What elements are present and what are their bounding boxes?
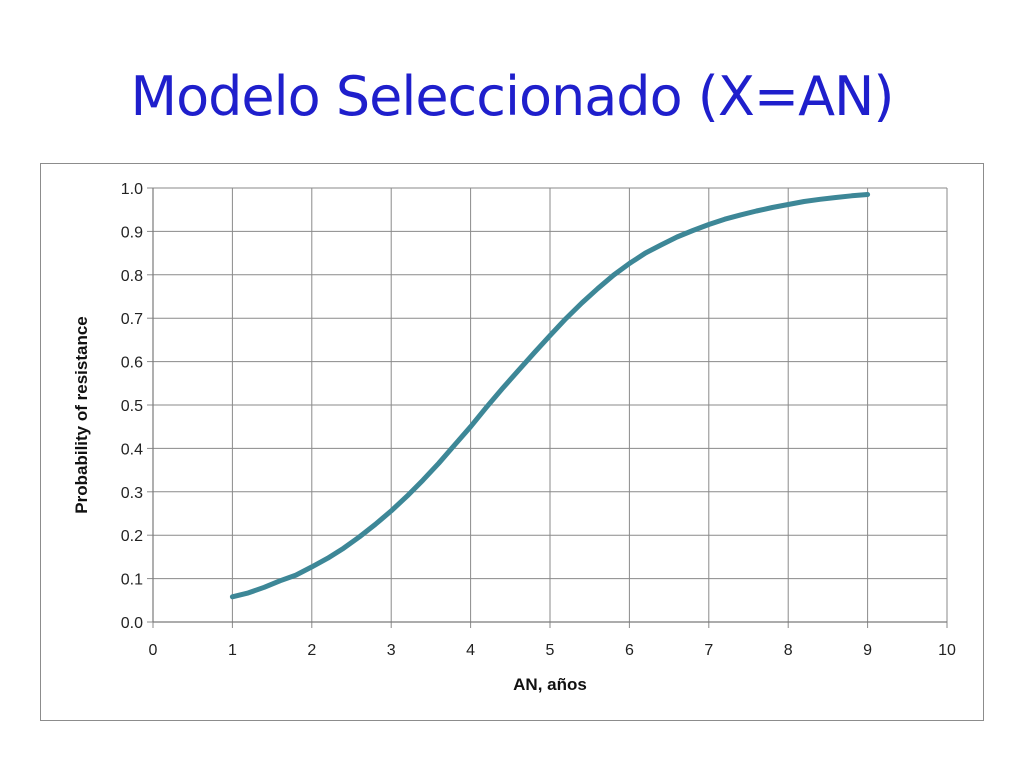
y-tick-label: 0.4 xyxy=(121,441,143,458)
y-tick-label: 0.8 xyxy=(121,268,143,285)
slide-title: Modelo Seleccionado (X=AN) xyxy=(130,65,895,128)
y-tick-label: 0.5 xyxy=(121,398,143,415)
y-tick-label: 0.1 xyxy=(121,572,143,589)
y-tick-label: 0.6 xyxy=(121,355,143,372)
y-tick-label: 0.0 xyxy=(121,615,143,632)
x-tick-label: 9 xyxy=(863,642,872,659)
x-tick-label: 6 xyxy=(625,642,634,659)
series-line xyxy=(229,192,871,600)
chart-grid xyxy=(147,187,948,628)
y-tick-label: 0.7 xyxy=(121,311,143,328)
x-tick-label: 0 xyxy=(149,642,158,659)
chart-series xyxy=(229,192,871,600)
chart-frame: 0.0 0.1 0.2 0.3 0.4 0.5 0.6 0.7 0.8 0.9 1.0 0 1 2 3 4 5… xyxy=(40,163,984,721)
x-tick-label: 4 xyxy=(466,642,475,659)
x-tick-label: 7 xyxy=(704,642,713,659)
x-tick-label: 1 xyxy=(228,642,237,659)
x-tick-label: 5 xyxy=(546,642,555,659)
x-axis-title: AN, años xyxy=(513,675,587,694)
x-tick-labels: 0 1 2 3 4 5 6 7 8 9 10 xyxy=(149,642,956,659)
x-tick-label: 3 xyxy=(387,642,396,659)
y-tick-label: 0.9 xyxy=(121,224,143,241)
line-chart: 0.0 0.1 0.2 0.3 0.4 0.5 0.6 0.7 0.8 0.9 1.0 0 1 2 3 4 5… xyxy=(72,181,956,694)
y-tick-labels: 0.0 0.1 0.2 0.3 0.4 0.5 0.6 0.7 0.8 0.9 1.0 xyxy=(121,181,143,632)
x-tick-label: 2 xyxy=(307,642,316,659)
x-tick-label: 10 xyxy=(938,642,956,659)
y-tick-label: 1.0 xyxy=(121,181,143,198)
x-tick-label: 8 xyxy=(784,642,793,659)
y-axis-title: Probability of resistance xyxy=(72,316,91,513)
y-tick-label: 0.2 xyxy=(121,528,143,545)
y-tick-label: 0.3 xyxy=(121,485,143,502)
